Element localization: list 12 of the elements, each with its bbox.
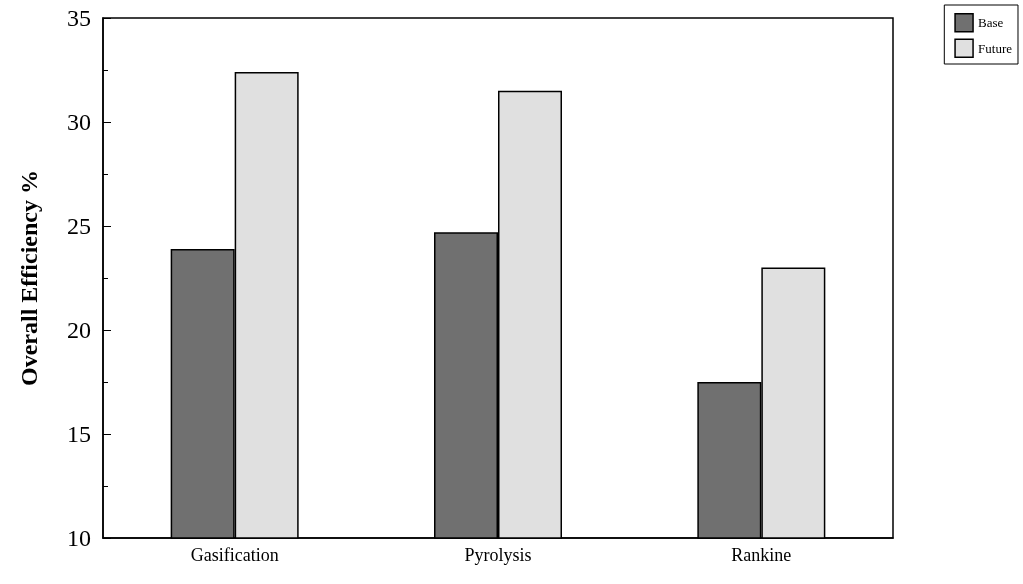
legend-label: Base bbox=[978, 15, 1004, 31]
y-tick-label: 15 bbox=[67, 421, 91, 447]
y-tick-label: 10 bbox=[67, 525, 91, 551]
x-tick-label: Rankine bbox=[731, 545, 792, 565]
y-tick-label: 35 bbox=[67, 5, 91, 31]
y-axis-title: Overall Efficiency % bbox=[16, 170, 42, 386]
y-tick-label: 20 bbox=[67, 317, 91, 343]
y-tick-label: 30 bbox=[67, 109, 91, 135]
y-tick-label: 25 bbox=[67, 213, 91, 239]
x-tick-label: Gasification bbox=[190, 545, 279, 565]
x-tick-label: Pyrolysis bbox=[464, 545, 532, 565]
legend-label: Future bbox=[978, 40, 1013, 56]
